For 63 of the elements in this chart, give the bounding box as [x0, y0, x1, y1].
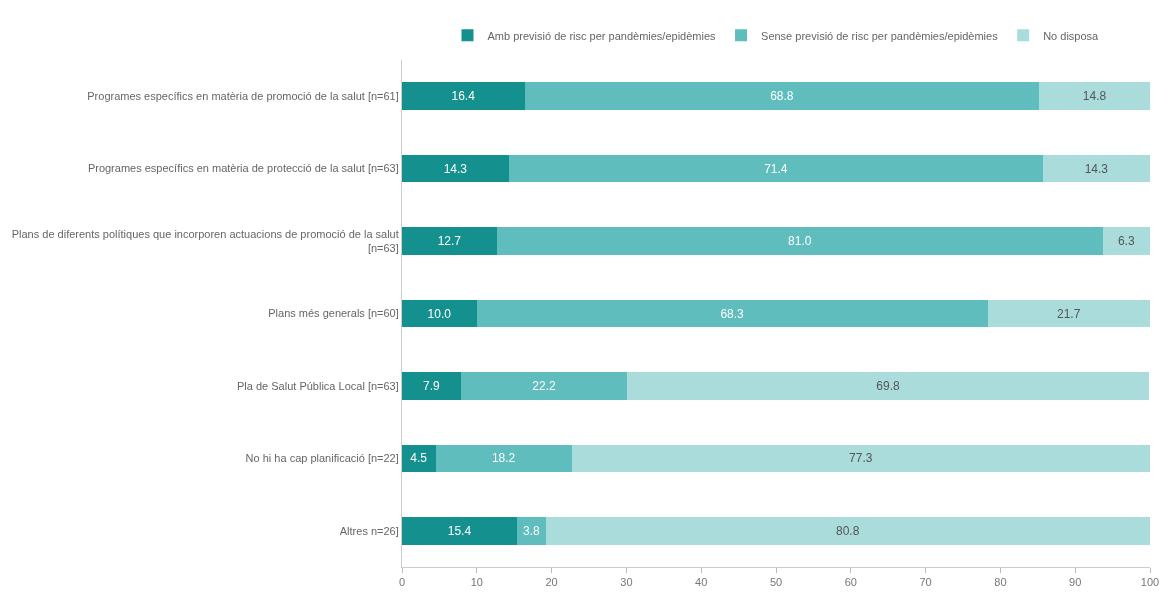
bar [435, 444, 572, 473]
x-tick-label: 100 [1140, 576, 1160, 589]
data-label: 16.4 [451, 89, 476, 104]
bar [987, 299, 1150, 328]
bar [571, 444, 1150, 473]
bar [402, 517, 518, 545]
x-tick-label: 60 [844, 576, 857, 589]
data-label: 69.8 [876, 378, 901, 393]
bar [1043, 154, 1150, 183]
data-label: 14.3 [1084, 161, 1109, 176]
data-label: 68.8 [770, 89, 794, 104]
y-tick-label: Plans de diferents polítiques que incorporen actuacions de promoció de la salut [n=63] [11, 227, 399, 255]
data-label: 71.4 [764, 161, 788, 176]
y-tick-label: Programes específics en matèria de promoció de la salut [n=61] [87, 90, 399, 103]
data-label: 21.7 [1057, 306, 1081, 321]
legend-label: Sense previsió de risc per pandèmies/epidèmies [761, 29, 999, 42]
data-label: 14.8 [1082, 89, 1107, 104]
bar [1102, 227, 1150, 255]
legend-label: Amb previsió de risc per pandèmies/epidèmies [487, 29, 717, 42]
bar [517, 517, 546, 545]
bar [461, 372, 628, 400]
y-tick-label: Plans més generals [n=60] [268, 307, 399, 320]
x-tick-label: 20 [545, 576, 558, 589]
x-tick-label: 30 [620, 576, 633, 589]
bar [402, 82, 525, 110]
legend-label: No disposa [1043, 29, 1100, 42]
data-label: 81.0 [788, 234, 812, 249]
bar [524, 82, 1040, 110]
x-tick-label: 70 [919, 576, 932, 589]
data-label: 6.3 [1117, 234, 1135, 249]
data-label: 77.3 [849, 451, 873, 466]
data-label: 80.8 [835, 523, 860, 538]
x-tick-label: 0 [398, 576, 406, 589]
data-label: 15.4 [447, 523, 472, 538]
y-tick-label: No hi ha cap planificació [n=22] [245, 452, 399, 465]
y-tick-label: Programes específics en matèria de protecció de la salut [n=63] [87, 162, 399, 175]
data-label: 22.2 [532, 378, 556, 393]
bar [402, 372, 462, 400]
x-tick-label: 40 [695, 576, 708, 589]
data-label: 3.8 [522, 523, 540, 538]
bar [1039, 82, 1150, 110]
data-label: 68.3 [720, 306, 745, 321]
x-tick-label: 80 [994, 576, 1007, 589]
bar [402, 444, 436, 473]
data-label: 14.3 [443, 161, 468, 176]
data-label: 7.9 [423, 378, 441, 393]
bar [402, 227, 497, 255]
x-tick-label: 50 [769, 576, 783, 589]
y-tick-label: Altres n=26] [339, 524, 399, 537]
data-label: 12.7 [437, 234, 462, 249]
bar [508, 154, 1044, 183]
bar [545, 517, 1150, 545]
bar [402, 154, 509, 183]
data-label: 4.5 [410, 451, 428, 466]
data-label: 10.0 [427, 306, 452, 321]
bar [497, 227, 1103, 255]
bar [627, 372, 1150, 400]
x-tick-label: 10 [470, 576, 483, 589]
bar [476, 299, 988, 328]
data-label: 18.2 [491, 451, 516, 466]
bar [402, 299, 477, 328]
x-tick-label: 90 [1069, 576, 1082, 589]
y-tick-label: Pla de Salut Pública Local [n=63] [237, 379, 399, 392]
